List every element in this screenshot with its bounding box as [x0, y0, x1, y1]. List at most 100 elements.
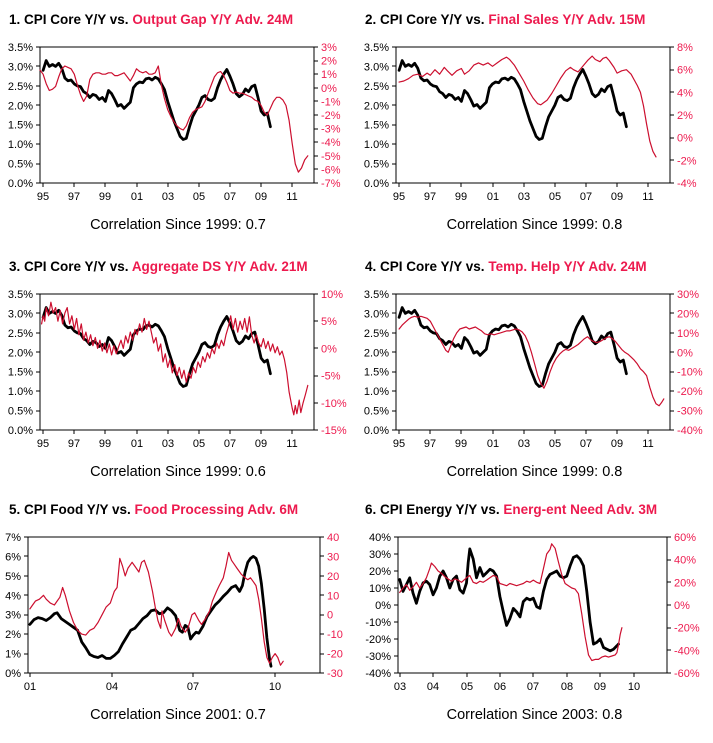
chart-caption: Correlation Since 2001: 0.7 — [90, 707, 266, 723]
svg-text:4%: 4% — [5, 590, 21, 602]
svg-text:40%: 40% — [674, 555, 696, 567]
panel-title: 2. CPI Core Y/Y vs. Final Sales Y/Y Adv.… — [356, 0, 713, 40]
svg-text:20%: 20% — [677, 308, 699, 320]
svg-text:99: 99 — [455, 191, 467, 203]
x-axis-labels: 95 97 99 01 03 05 07 09 11 — [37, 438, 298, 450]
right-axis-labels: -60% -40% -20% 0% 20% 40% 60% — [674, 532, 700, 680]
title-series-black: 5. CPI Food Y/Y vs. — [9, 502, 135, 517]
chart-canvas-3: 0.0% 0.5% 1.0% 1.5% 2.0% 2.5% 3.0% 3.5% -15% -10%… — [8, 289, 347, 450]
series-line-red — [40, 301, 309, 416]
svg-text:09: 09 — [255, 191, 267, 203]
svg-text:2.0%: 2.0% — [364, 100, 389, 112]
right-axis-labels: -15% -10% -5% 0% 5% 10% — [321, 289, 347, 437]
chart-panel-4: 4. CPI Core Y/Y vs. Temp. Help Y/Y Adv. … — [356, 247, 713, 490]
svg-text:07: 07 — [580, 191, 592, 203]
svg-text:3.0%: 3.0% — [8, 61, 33, 73]
svg-text:6%: 6% — [5, 551, 21, 563]
svg-text:-3%: -3% — [321, 124, 341, 136]
svg-text:10: 10 — [269, 681, 281, 693]
svg-text:3.0%: 3.0% — [364, 61, 389, 73]
title-series-red: Aggregate DS Y/Y Adv. 21M — [131, 259, 308, 274]
svg-text:-20%: -20% — [365, 634, 391, 646]
svg-text:-5%: -5% — [321, 371, 341, 383]
svg-text:05: 05 — [193, 438, 205, 450]
svg-text:-10%: -10% — [677, 367, 703, 379]
svg-text:07: 07 — [187, 681, 199, 693]
left-axis-labels: 0.0% 0.5% 1.0% 1.5% 2.0% 2.5% 3.0% 3.5% — [8, 289, 33, 437]
svg-text:10%: 10% — [321, 289, 343, 301]
svg-text:3.0%: 3.0% — [8, 308, 33, 320]
svg-text:95: 95 — [37, 438, 49, 450]
panel-title: 1. CPI Core Y/Y vs. Output Gap Y/Y Adv. … — [0, 0, 356, 40]
panel-title: 4. CPI Core Y/Y vs. Temp. Help Y/Y Adv. … — [356, 247, 713, 287]
title-series-red: Food Processing Adv. 6M — [134, 502, 299, 517]
svg-text:0%: 0% — [375, 600, 391, 612]
svg-text:7%: 7% — [5, 532, 21, 544]
svg-text:1.5%: 1.5% — [8, 120, 33, 132]
svg-text:10%: 10% — [677, 328, 699, 340]
svg-text:4%: 4% — [677, 87, 693, 99]
left-axis-labels: -40% -30% -20% -10% 0% 10% 20% 30% 40% — [365, 532, 391, 680]
svg-text:95: 95 — [393, 438, 405, 450]
svg-text:01: 01 — [131, 191, 143, 203]
svg-text:2.5%: 2.5% — [364, 81, 389, 93]
svg-text:10%: 10% — [369, 583, 391, 595]
x-axis-labels: 95 97 99 01 03 05 07 09 11 — [393, 191, 654, 203]
svg-text:03: 03 — [394, 681, 406, 693]
svg-text:1.0%: 1.0% — [364, 139, 389, 151]
plot-frame — [392, 293, 674, 434]
svg-text:1.5%: 1.5% — [364, 120, 389, 132]
series-line-red — [398, 315, 665, 407]
svg-text:-40%: -40% — [365, 668, 391, 680]
svg-text:04: 04 — [427, 681, 439, 693]
title-series-black: 3. CPI Core Y/Y vs. — [9, 259, 132, 274]
svg-text:99: 99 — [99, 191, 111, 203]
svg-text:30%: 30% — [369, 549, 391, 561]
svg-text:40%: 40% — [369, 532, 391, 544]
svg-text:3.0%: 3.0% — [364, 308, 389, 320]
series-line-red — [399, 543, 623, 662]
svg-text:0%: 0% — [677, 347, 693, 359]
series-line-red — [398, 55, 657, 158]
svg-text:1%: 1% — [5, 649, 21, 661]
chart-panel-5: 5. CPI Food Y/Y vs. Food Processing Adv.… — [0, 490, 356, 743]
x-axis-labels: 95 97 99 01 03 05 07 09 11 — [393, 438, 654, 450]
chart-canvas-5: 0% 1% 2% 3% 4% 5% 6% 7% -30 -20 -10 0 10 20 30 40 01 04 07… — [5, 532, 343, 693]
svg-text:07: 07 — [224, 438, 236, 450]
svg-text:-4%: -4% — [677, 178, 697, 190]
svg-text:0.0%: 0.0% — [364, 425, 389, 437]
svg-text:1.5%: 1.5% — [364, 367, 389, 379]
left-axis-labels: 0.0% 0.5% 1.0% 1.5% 2.0% 2.5% 3.0% 3.5% — [8, 42, 33, 190]
title-series-black: 4. CPI Core Y/Y vs. — [365, 259, 489, 274]
svg-text:6%: 6% — [677, 65, 693, 77]
title-series-red: Temp. Help Y/Y Adv. 24M — [488, 259, 647, 274]
svg-text:-10%: -10% — [365, 617, 391, 629]
svg-text:20%: 20% — [674, 577, 696, 589]
svg-text:0.0%: 0.0% — [364, 178, 389, 190]
svg-text:0: 0 — [327, 610, 333, 622]
svg-text:3.5%: 3.5% — [364, 289, 389, 301]
svg-text:3%: 3% — [5, 610, 21, 622]
left-axis-labels: 0.0% 0.5% 1.0% 1.5% 2.0% 2.5% 3.0% 3.5% — [364, 289, 389, 437]
panel-title: 5. CPI Food Y/Y vs. Food Processing Adv.… — [0, 490, 356, 530]
svg-text:2.5%: 2.5% — [364, 328, 389, 340]
chart-canvas-2: 0.0% 0.5% 1.0% 1.5% 2.0% 2.5% 3.0% 3.5% -4% -2% 0%… — [364, 42, 697, 203]
svg-text:07: 07 — [527, 681, 539, 693]
series-line-red — [39, 65, 309, 173]
svg-text:-4%: -4% — [321, 137, 341, 149]
svg-text:0.0%: 0.0% — [8, 425, 33, 437]
svg-text:95: 95 — [37, 191, 49, 203]
svg-text:2.5%: 2.5% — [8, 81, 33, 93]
svg-text:5%: 5% — [5, 571, 21, 583]
svg-text:-30%: -30% — [365, 651, 391, 663]
svg-text:-20%: -20% — [677, 386, 703, 398]
svg-text:0%: 0% — [677, 133, 693, 145]
left-axis-labels: 0% 1% 2% 3% 4% 5% 6% 7% — [5, 532, 21, 680]
title-series-black: 1. CPI Core Y/Y vs. — [9, 12, 133, 27]
svg-text:2%: 2% — [321, 56, 337, 68]
svg-text:-20: -20 — [327, 649, 343, 661]
svg-text:0.5%: 0.5% — [364, 159, 389, 171]
svg-text:97: 97 — [424, 438, 436, 450]
series-line-black — [398, 547, 620, 653]
panel-title: 3. CPI Core Y/Y vs. Aggregate DS Y/Y Adv… — [0, 247, 356, 287]
